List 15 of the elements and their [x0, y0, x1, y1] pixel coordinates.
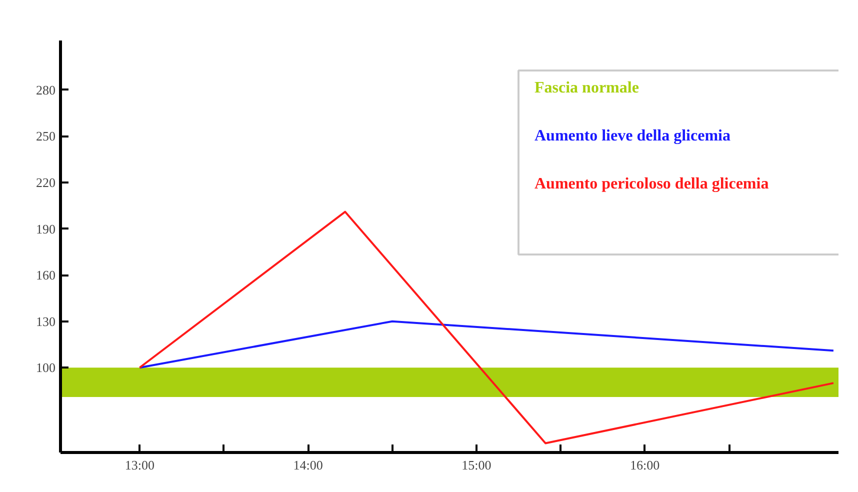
text: Aumento lieve della glicemia [534, 128, 730, 144]
y-tick-label: 190 [36, 221, 56, 236]
line-series [138, 210, 834, 444]
y-tick-label: 100 [36, 360, 56, 376]
y-tick-label: 220 [36, 174, 56, 190]
y-tick-label: 160 [36, 268, 56, 283]
x-tick-label: 16:00 [630, 458, 660, 472]
x-tick-label: 13:00 [124, 458, 154, 472]
band-label: Fascia normale [534, 80, 639, 96]
y-tick-label: 250 [36, 128, 56, 144]
x-tick-label: 15:00 [462, 458, 492, 472]
y-tick-label: 280 [36, 82, 56, 98]
y-tick-label: 130 [36, 314, 56, 329]
x-tick-label: 14:00 [293, 458, 323, 472]
text: Aumento pericoloso della glicemia [534, 176, 769, 192]
